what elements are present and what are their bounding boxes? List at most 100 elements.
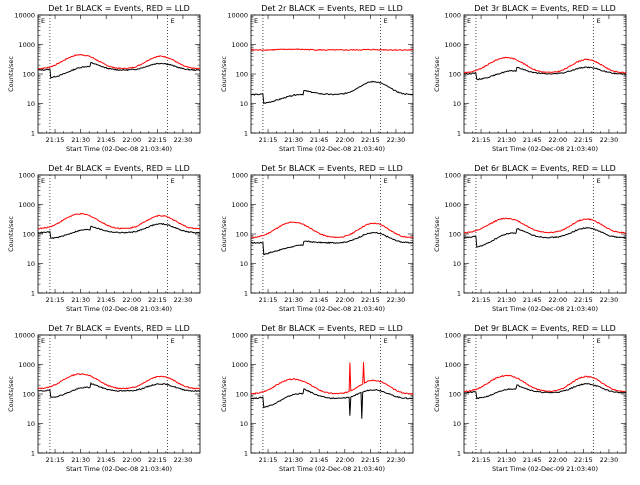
marker-label-right: E [171,17,175,25]
marker-label-left: E [41,17,45,25]
y-tick-label: 1000 [231,361,248,369]
series-lld-line [37,373,201,390]
series-events-line [37,381,200,398]
marker-label-right: E [171,337,175,345]
y-tick-label: 1 [31,290,35,298]
series-lld-line [37,212,201,230]
panel-8: Det 8r BLACK = Events, RED = LLD 1 10 100 10… [220,324,414,473]
y-tick-label: 1000 [444,332,461,340]
marker-label-left: E [41,337,45,345]
x-tick-label: 21:15 [259,296,278,304]
y-tick-label: 10 [453,100,461,108]
x-tick-label: 21:45 [97,456,116,464]
series-lld-line [250,48,414,52]
x-tick-label: 22:15 [361,456,380,464]
marker-label-right: E [597,177,601,185]
y-tick-label: 1000 [444,172,461,180]
y-tick-label: 1 [244,450,248,458]
y-tick-label: 10 [453,420,461,428]
panel-3: Det 3r BLACK = Events, RED = LLD 1 10 100 10… [433,4,627,153]
y-tick-label: 1000 [444,361,461,369]
x-tick-label: 22:15 [148,456,167,464]
x-tick-label: 21:30 [497,296,516,304]
plot-frame [250,14,414,134]
series-events-line [463,66,627,81]
y-tick-label: 1000 [444,12,461,20]
x-tick-label: 22:00 [122,456,141,464]
x-tick-label: 22:00 [335,136,354,144]
x-tick-label: 21:30 [497,136,516,144]
panel-9: Det 9r BLACK = Events, RED = LLD 1 10 100 10… [433,324,627,473]
x-tick-label: 22:15 [148,296,167,304]
x-tick-label: 21:45 [523,296,542,304]
y-tick-label: 10 [240,100,248,108]
x-tick-label: 22:00 [335,456,354,464]
y-axis-label: Counts/sec [220,216,228,252]
x-tick-label: 21:45 [97,136,116,144]
panel-5: Det 5r BLACK = Events, RED = LLD 1 10 100 10… [220,164,414,313]
y-tick-label: 1000 [18,201,35,209]
panel-title: Det 9r BLACK = Events, RED = LLD [474,324,616,333]
y-axis-label: Counts/sec [7,376,15,412]
x-tick-label: 22:30 [174,296,193,304]
marker-label-left: E [467,17,471,25]
marker-label-right: E [384,177,388,185]
series-lld-line [250,362,414,395]
marker-label-left: E [254,337,258,345]
y-tick-label: 1 [31,450,35,458]
x-tick-label: 21:45 [310,296,329,304]
panel-title: Det 6r BLACK = Events, RED = LLD [474,164,616,173]
y-axis-label: Counts/sec [220,56,228,92]
x-tick-label: 22:30 [600,456,619,464]
x-tick-label: 22:00 [335,296,354,304]
panel-title: Det 2r BLACK = Events, RED = LLD [261,4,403,13]
panel-2: Det 2r BLACK = Events, RED = LLD 1 10 100 10… [220,4,414,153]
x-axis-label: Start Time (02-Dec-08 21:03:40) [279,305,385,313]
x-tick-label: 21:30 [71,296,90,304]
x-tick-label: 22:30 [600,296,619,304]
y-tick-label: 1 [31,130,35,138]
y-tick-label: 1000 [18,172,35,180]
y-axis-label: Counts/sec [7,216,15,252]
marker-label-right: E [384,17,388,25]
x-tick-label: 22:15 [148,136,167,144]
y-tick-label: 1 [457,450,461,458]
x-tick-label: 21:15 [46,456,65,464]
panel-1: Det 1r BLACK = Events, RED = LLD 1 10 100 10… [7,4,201,153]
x-axis-label: Start Time (02-Dec-08 21:03:40) [492,305,598,313]
panel-7: Det 7r BLACK = Events, RED = LLD 1 10 100 10… [7,324,201,473]
x-tick-label: 22:15 [574,136,593,144]
x-axis-label: Start Time (02-Dec-08 21:03:40) [279,145,385,153]
x-tick-label: 22:30 [387,136,406,144]
plot-frame [463,334,627,454]
series-lld-line [463,217,626,234]
x-tick-label: 21:30 [71,456,90,464]
x-tick-label: 21:15 [472,296,491,304]
x-tick-label: 22:00 [122,296,141,304]
plot-frame [37,174,201,294]
y-tick-label: 1000 [231,172,248,180]
plot-frame [463,174,627,294]
x-axis-label: Start Time (02-Dec-08 21:03:40) [66,305,172,313]
plot-frame [37,334,201,454]
x-tick-label: 22:30 [600,136,619,144]
x-tick-label: 21:45 [310,456,329,464]
marker-label-left: E [254,17,258,25]
panel-title: Det 4r BLACK = Events, RED = LLD [48,164,190,173]
marker-label-left: E [41,177,45,185]
panel-title: Det 5r BLACK = Events, RED = LLD [261,164,403,173]
x-axis-label: Start Time (02-Dec-08 21:03:40) [66,145,172,153]
x-tick-label: 22:30 [387,296,406,304]
marker-label-right: E [384,337,388,345]
y-tick-label: 1000 [444,41,461,49]
x-tick-label: 22:30 [387,456,406,464]
y-tick-label: 100 [449,231,461,239]
x-tick-label: 21:15 [46,296,65,304]
x-tick-label: 22:00 [548,136,567,144]
series-events-line [250,388,414,419]
marker-label-left: E [254,177,258,185]
series-lld-line [463,374,627,393]
x-tick-label: 21:15 [472,456,491,464]
